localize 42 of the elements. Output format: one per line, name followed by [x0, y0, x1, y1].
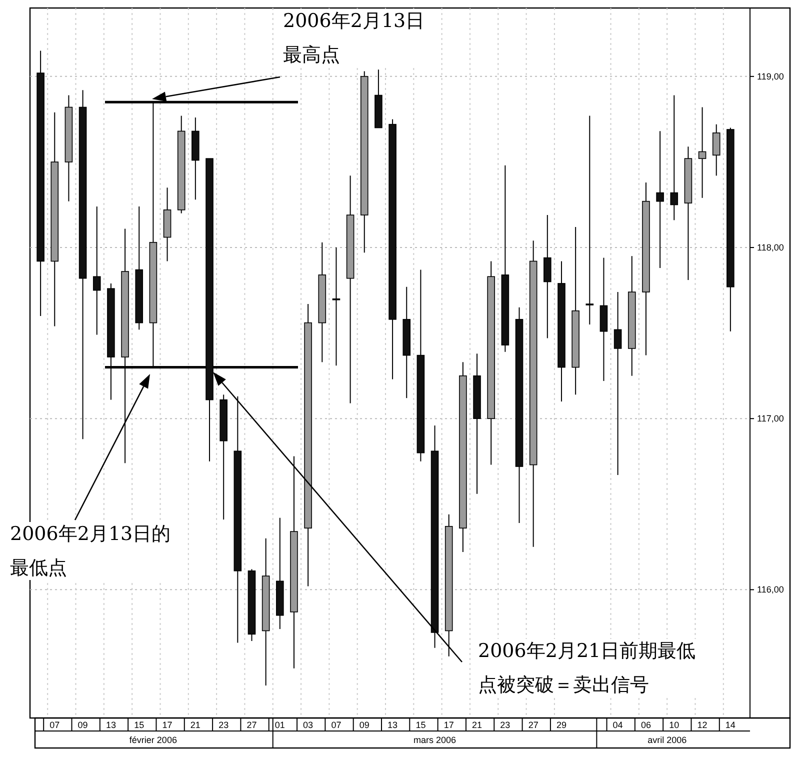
x-tick-label: 15 — [416, 720, 426, 730]
candlestick — [656, 130, 664, 269]
annotation: 2006年2月13日最高点 — [283, 10, 425, 66]
candlestick — [586, 115, 594, 326]
x-tick-label: 10 — [669, 720, 680, 730]
text: février 2006 — [129, 735, 177, 745]
x-tick-label: 15 — [134, 720, 144, 730]
text: mars 2006 — [414, 735, 456, 745]
candlestick — [614, 292, 622, 476]
x-tick-label: 03 — [303, 720, 314, 730]
x-tick-label: 23 — [218, 720, 229, 730]
x-tick-label: 09 — [78, 720, 88, 730]
candlestick — [92, 206, 101, 336]
x-tick-label: 09 — [359, 720, 370, 730]
candlestick — [670, 94, 678, 221]
x-tick-label: 04 — [612, 720, 623, 730]
y-tick-label: 118,00 — [757, 242, 784, 252]
x-tick-label: 13 — [388, 720, 398, 730]
x-tick-label: 07 — [50, 720, 60, 730]
x-tick-label: 14 — [725, 720, 736, 730]
candlestick — [712, 124, 720, 176]
x-tick-label: 12 — [697, 720, 708, 730]
y-tick-label: 117,00 — [757, 413, 784, 424]
x-tick-label: 17 — [162, 720, 172, 730]
x-tick-label: 21 — [190, 720, 200, 730]
x-tick-label: 21 — [472, 720, 482, 730]
y-tick-label: 116,00 — [757, 584, 784, 595]
x-tick-label: 27 — [246, 720, 257, 730]
x-tick-label: 29 — [556, 720, 566, 730]
x-tick-label: 07 — [331, 720, 342, 730]
candlestick — [698, 106, 706, 198]
x-tick-label: 06 — [640, 720, 651, 730]
x-tick-label: 17 — [444, 720, 454, 730]
candlestick — [544, 214, 552, 339]
x-tick-label: 01 — [274, 720, 285, 730]
annotation: 2006年2月13日的最低点 — [10, 523, 171, 579]
y-tick-label: 119,00 — [757, 71, 784, 82]
x-tick-label: 13 — [106, 720, 116, 730]
text: avril 2006 — [648, 735, 687, 745]
x-tick-label: 27 — [528, 720, 538, 730]
annotation: 2006年2月21日前期最低点被突破＝卖出信号 — [478, 640, 696, 696]
x-tick-label: 23 — [500, 720, 510, 730]
